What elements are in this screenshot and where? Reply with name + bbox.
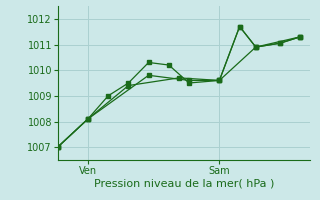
X-axis label: Pression niveau de la mer( hPa ): Pression niveau de la mer( hPa ) [94,178,274,188]
